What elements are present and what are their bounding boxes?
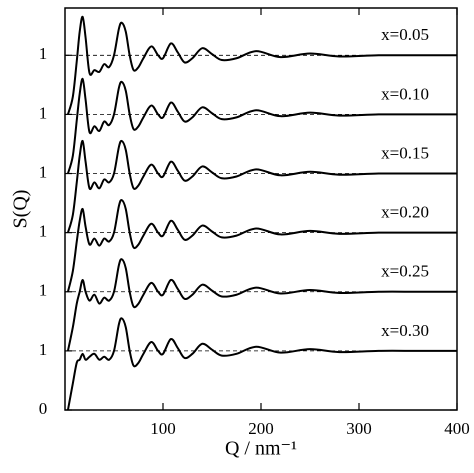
sq-curve (66, 199, 457, 292)
series-label: x=0.30 (381, 321, 429, 340)
series-label: x=0.20 (381, 203, 429, 222)
y-axis-label: S(Q) (10, 190, 32, 229)
x-tick-label: 400 (444, 419, 470, 438)
x-tick-label: 100 (150, 419, 176, 438)
series-label: x=0.05 (381, 25, 429, 44)
y-tick-label: 1 (39, 340, 48, 359)
x-axis-label: Q / nm⁻¹ (225, 438, 297, 460)
y-tick-label: 1 (39, 162, 48, 181)
x-tick-label: 200 (248, 419, 274, 438)
series-label: x=0.25 (381, 262, 429, 281)
y-tick-label: 1 (39, 281, 48, 300)
series-label: x=0.15 (381, 143, 429, 162)
sq-curve (66, 15, 457, 115)
y-tick-label: 1 (39, 44, 48, 63)
sq-curve (66, 317, 457, 411)
y-tick-label: 0 (39, 399, 48, 418)
sq-curve (66, 258, 457, 352)
y-tick-label: 1 (39, 103, 48, 122)
y-tick-label: 1 (39, 222, 48, 241)
sq-curve (66, 77, 457, 174)
x-tick-label: 300 (346, 419, 372, 438)
sq-curve (66, 139, 457, 233)
series-label: x=0.10 (381, 84, 429, 103)
